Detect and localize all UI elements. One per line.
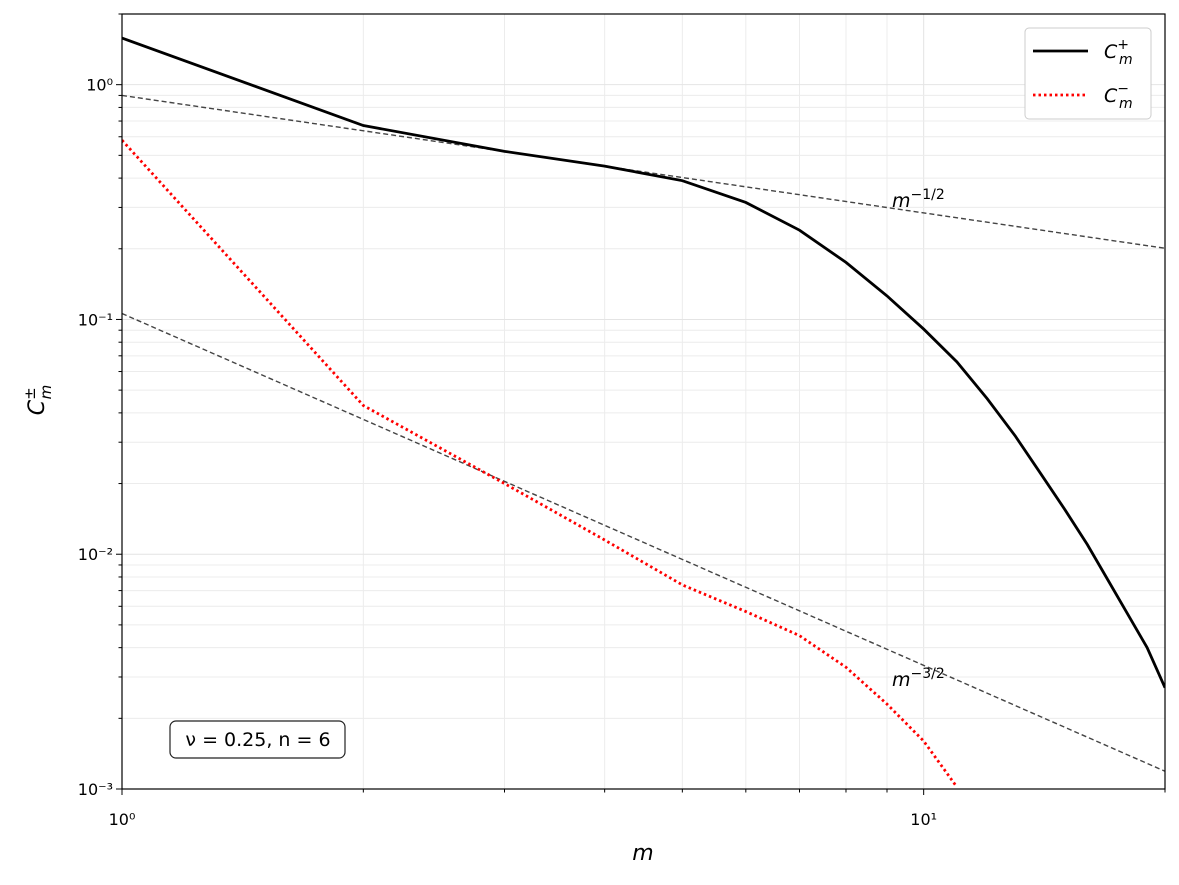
legend-label-base: C — [1104, 85, 1118, 107]
legend-label-sup: + — [1117, 37, 1129, 53]
series-line — [122, 36, 1165, 689]
legend-label-sup: − — [1117, 81, 1129, 97]
y-tick-label: 10⁻³ — [78, 780, 113, 799]
reference-label-base: m — [892, 669, 911, 691]
y-label-sub: m — [37, 385, 55, 400]
reference-line — [122, 312, 1165, 772]
y-axis-label: C±m — [21, 385, 55, 416]
annotation-box: ν = 0.25, n = 6 — [169, 720, 346, 759]
reference-label: m−3/2 — [892, 666, 945, 691]
plot-data — [122, 36, 1165, 788]
x-tick-label: 10⁰ — [109, 810, 136, 829]
annotation-frame — [169, 720, 346, 759]
y-tick-label: 10⁻¹ — [78, 310, 113, 329]
annotation-text: ν = 0.25, n = 6 — [185, 729, 330, 751]
ticks: 10⁰ 10¹ 10⁻³ 10⁻² 10⁻¹ 10⁰ — [78, 13, 1166, 829]
legend-label: C+ m — [1104, 37, 1133, 68]
y-label-base: C — [25, 399, 50, 415]
legend-label-sub: m — [1119, 96, 1133, 112]
reference-label-sup: −3/2 — [911, 666, 945, 682]
legend-label-sub: m — [1119, 52, 1133, 68]
x-axis-label: m — [632, 841, 653, 866]
reference-label: m−1/2 — [892, 187, 945, 212]
y-tick-label: 10⁻² — [78, 545, 113, 564]
legend-label-base: C — [1104, 41, 1118, 63]
y-label-sup: ± — [21, 387, 39, 400]
legend-label: C− m — [1104, 81, 1133, 112]
series-line — [122, 139, 958, 788]
reference-label-base: m — [892, 190, 911, 212]
reference-line — [122, 94, 1165, 249]
reference-label-sup: −1/2 — [911, 187, 945, 203]
legend: C+ mC− m — [1024, 27, 1152, 120]
y-tick-label: 10⁰ — [86, 76, 113, 95]
plot-frame — [121, 13, 1166, 790]
grid — [121, 13, 1166, 790]
x-tick-label: 10¹ — [910, 810, 937, 829]
